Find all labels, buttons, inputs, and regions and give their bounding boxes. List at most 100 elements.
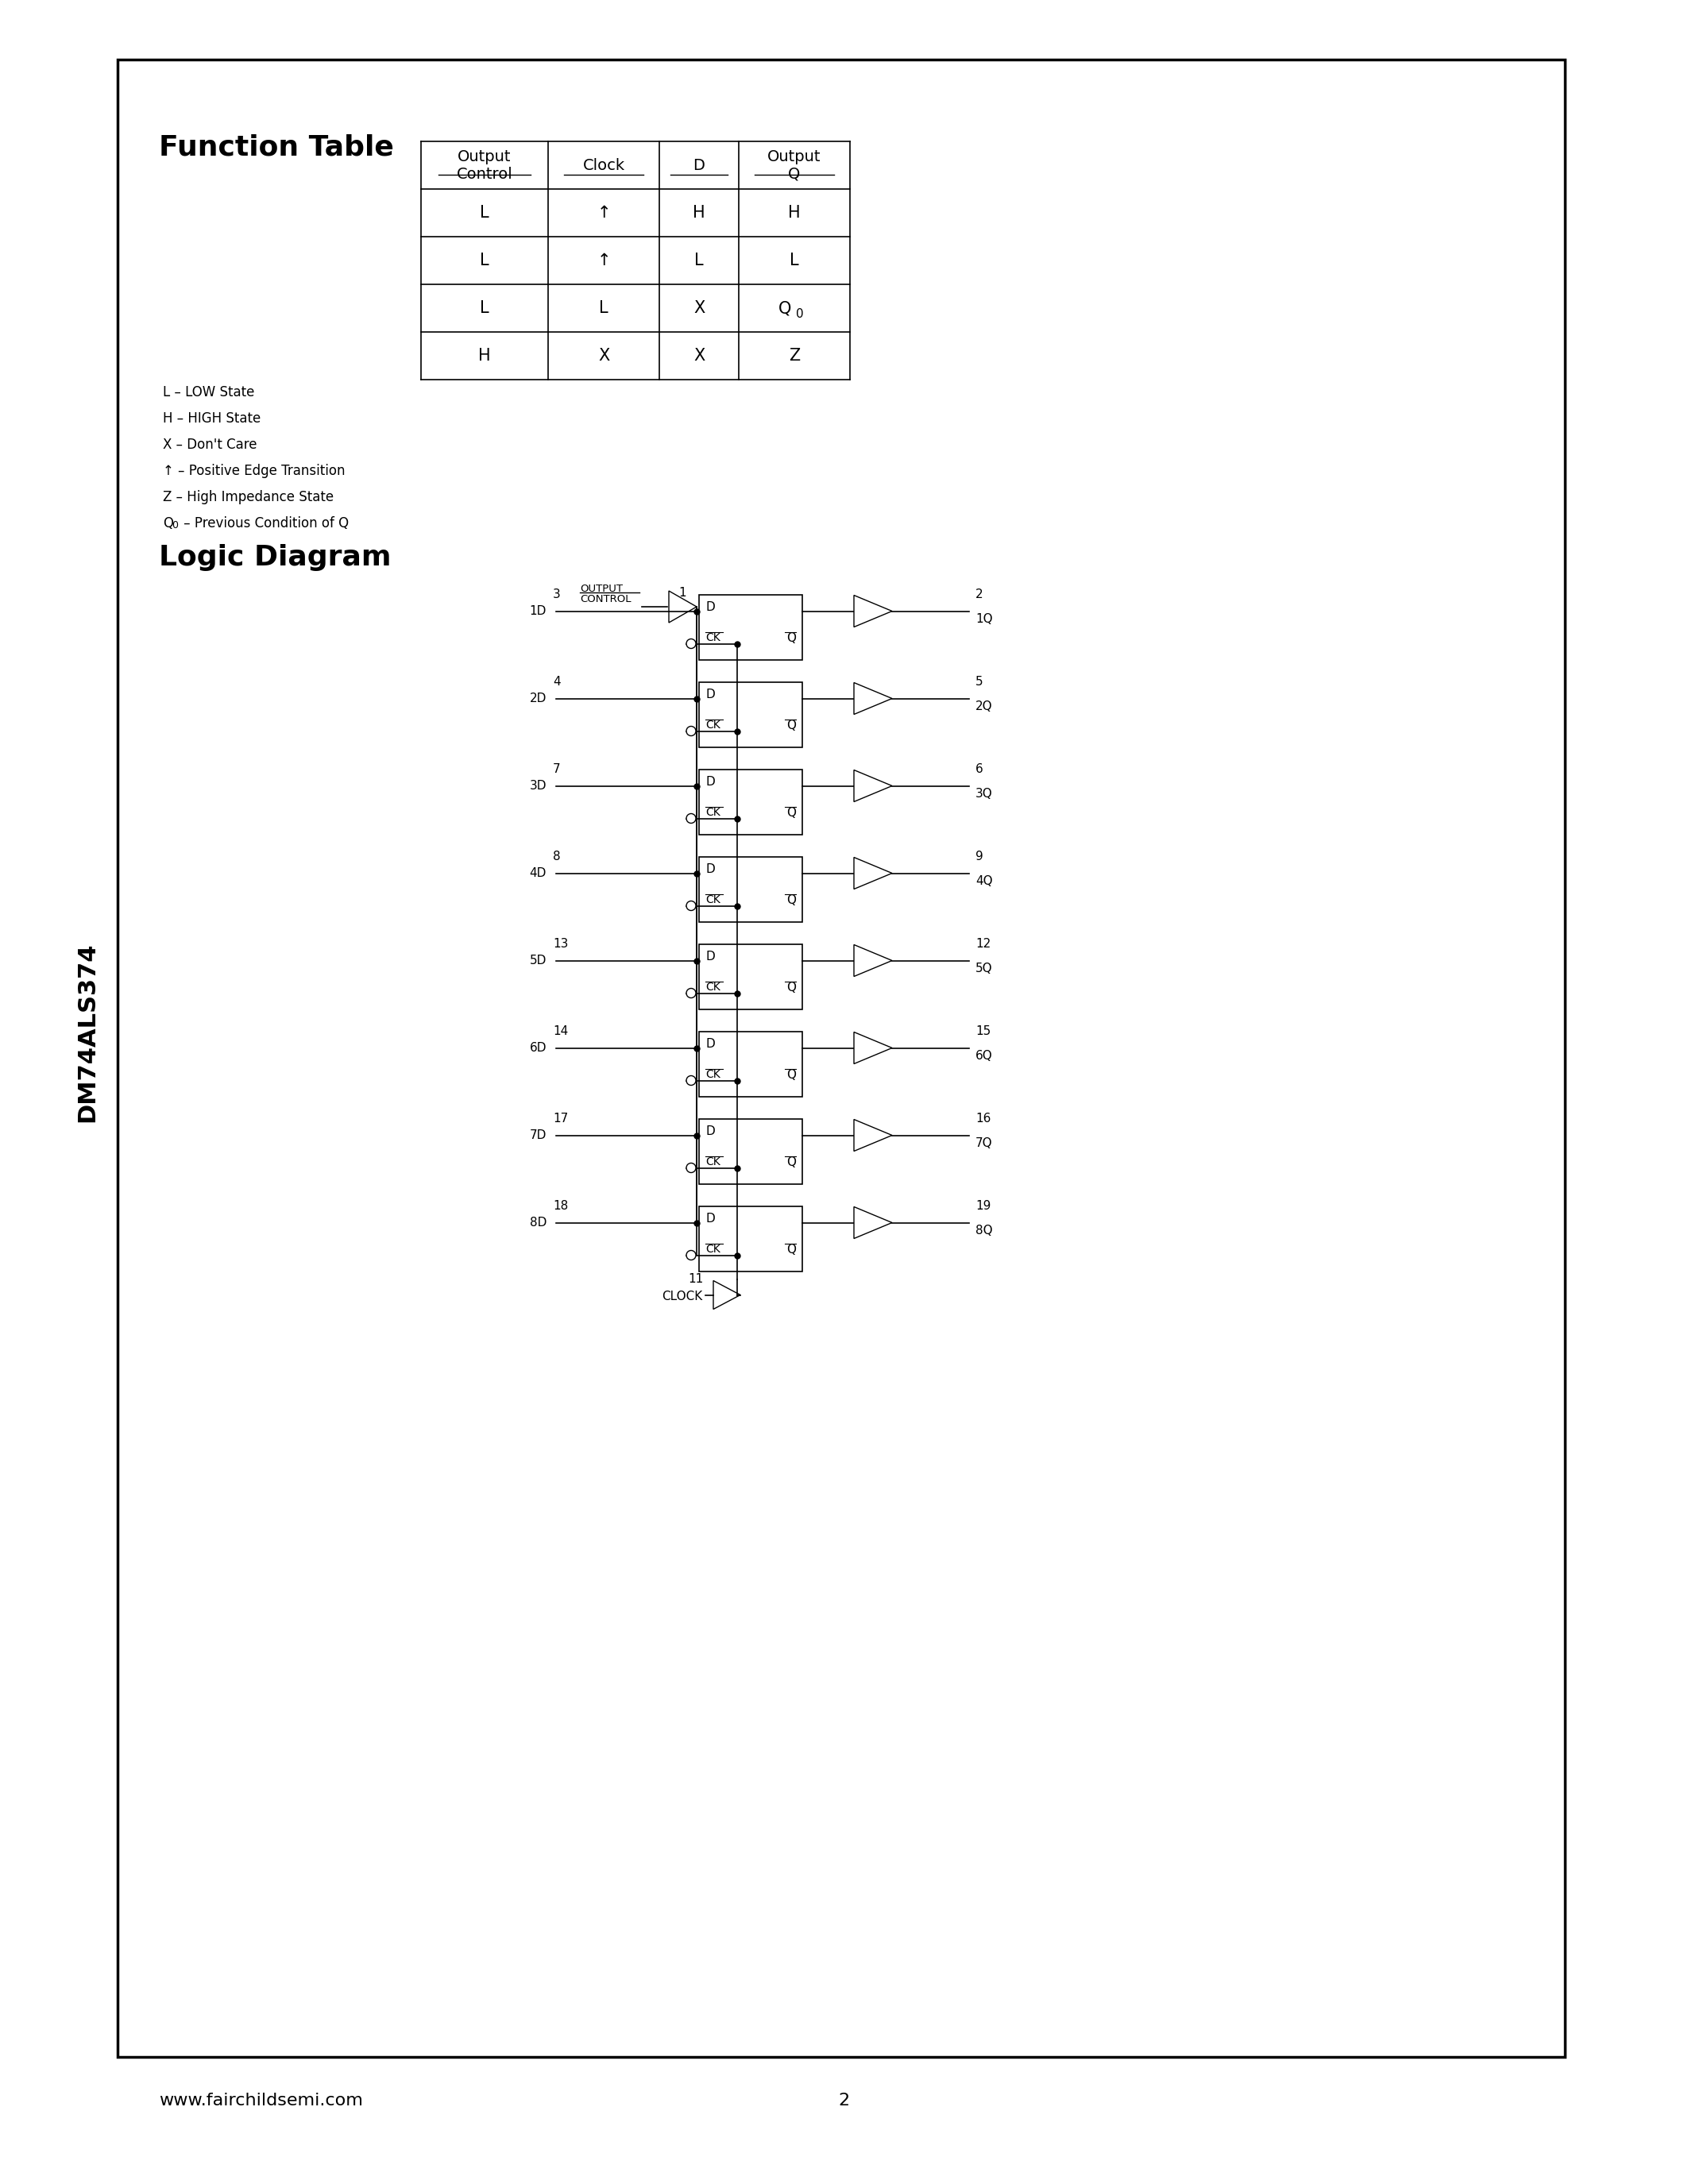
Bar [699, 769, 802, 834]
Text: www.fairchildsemi.com: www.fairchildsemi.com [159, 2092, 363, 2108]
Text: H: H [692, 205, 706, 221]
Bar [118, 59, 1565, 2057]
Text: Logic Diagram: Logic Diagram [159, 544, 392, 570]
Text: D: D [706, 1037, 714, 1051]
Text: ↑: ↑ [598, 205, 611, 221]
Text: 0: 0 [797, 308, 803, 319]
Text: 6Q: 6Q [976, 1051, 993, 1061]
Polygon shape [854, 596, 891, 627]
Text: 1D: 1D [530, 605, 547, 618]
Text: D: D [706, 950, 714, 963]
Text: 4D: 4D [530, 867, 547, 880]
Circle shape [687, 989, 695, 998]
Polygon shape [668, 592, 697, 622]
Text: 8: 8 [554, 850, 560, 863]
Text: Z: Z [788, 347, 800, 365]
Text: Output
Q: Output Q [768, 149, 820, 181]
Text: Output
Control: Output Control [456, 149, 513, 181]
Text: 2Q: 2Q [976, 701, 993, 712]
Text: 3D: 3D [530, 780, 547, 793]
Text: X: X [598, 347, 609, 365]
Text: 2D: 2D [530, 692, 547, 705]
Text: 5: 5 [976, 675, 982, 688]
Text: 19: 19 [976, 1199, 991, 1212]
Text: CONTROL: CONTROL [581, 594, 631, 605]
Text: 16: 16 [976, 1112, 991, 1125]
Text: Q: Q [778, 299, 792, 317]
Text: 5D: 5D [530, 954, 547, 968]
Text: X – Don't Care: X – Don't Care [162, 437, 257, 452]
Text: H: H [788, 205, 800, 221]
Text: 1Q: 1Q [976, 614, 993, 625]
Text: Q: Q [787, 1155, 797, 1168]
Polygon shape [854, 1033, 891, 1064]
Text: 6: 6 [976, 762, 982, 775]
Text: CK: CK [706, 631, 721, 644]
Bar [699, 594, 802, 660]
Circle shape [687, 815, 695, 823]
Text: CLOCK: CLOCK [662, 1291, 702, 1302]
Bar [699, 943, 802, 1009]
Text: CK: CK [706, 981, 721, 994]
Text: CK: CK [706, 719, 721, 732]
Text: 7D: 7D [530, 1129, 547, 1142]
Circle shape [687, 1077, 695, 1085]
Text: 13: 13 [554, 937, 569, 950]
Text: D: D [706, 1125, 714, 1138]
Text: Q: Q [787, 893, 797, 906]
Circle shape [687, 1251, 695, 1260]
Text: L: L [694, 253, 704, 269]
Text: D: D [706, 601, 714, 614]
Text: Q: Q [787, 1068, 797, 1081]
Polygon shape [714, 1280, 741, 1308]
Text: D: D [706, 688, 714, 701]
Text: 14: 14 [554, 1024, 569, 1037]
Text: 9: 9 [976, 850, 982, 863]
Text: 5Q: 5Q [976, 963, 993, 974]
Text: CK: CK [706, 893, 721, 906]
Text: 3: 3 [554, 587, 560, 601]
Text: L: L [790, 253, 798, 269]
Text: 11: 11 [689, 1273, 704, 1284]
Text: H – HIGH State: H – HIGH State [162, 411, 260, 426]
Text: CK: CK [706, 1068, 721, 1081]
Text: 4: 4 [554, 675, 560, 688]
Text: Function Table: Function Table [159, 133, 393, 159]
Bar [699, 681, 802, 747]
Text: 7: 7 [554, 762, 560, 775]
Text: L: L [479, 253, 490, 269]
Text: L: L [599, 299, 608, 317]
Text: CK: CK [706, 1243, 721, 1256]
Text: Q: Q [787, 806, 797, 819]
Text: ↑ – Positive Edge Transition: ↑ – Positive Edge Transition [162, 463, 344, 478]
Text: 6D: 6D [530, 1042, 547, 1055]
Text: 8D: 8D [530, 1216, 547, 1230]
Text: 4Q: 4Q [976, 876, 993, 887]
Text: L – LOW State: L – LOW State [162, 384, 255, 400]
Text: – Previous Condition of Q: – Previous Condition of Q [179, 515, 349, 531]
Text: H: H [478, 347, 491, 365]
Text: Q: Q [787, 631, 797, 644]
Text: 2: 2 [976, 587, 982, 601]
Bar [699, 856, 802, 922]
Text: L: L [479, 299, 490, 317]
Text: Z – High Impedance State: Z – High Impedance State [162, 489, 334, 505]
Bar [699, 1206, 802, 1271]
Text: Q: Q [787, 719, 797, 732]
Polygon shape [854, 1120, 891, 1151]
Text: 1: 1 [679, 587, 685, 598]
Text: ↑: ↑ [598, 253, 611, 269]
Text: X: X [694, 347, 704, 365]
Circle shape [687, 640, 695, 649]
Text: Clock: Clock [582, 157, 625, 173]
Text: 2: 2 [837, 2092, 849, 2108]
Text: D: D [706, 775, 714, 788]
Text: L: L [479, 205, 490, 221]
Circle shape [687, 727, 695, 736]
Polygon shape [854, 1208, 891, 1238]
Circle shape [687, 1164, 695, 1173]
Text: D: D [694, 157, 706, 173]
Text: OUTPUT: OUTPUT [581, 583, 623, 594]
Text: 17: 17 [554, 1112, 569, 1125]
Text: 15: 15 [976, 1024, 991, 1037]
